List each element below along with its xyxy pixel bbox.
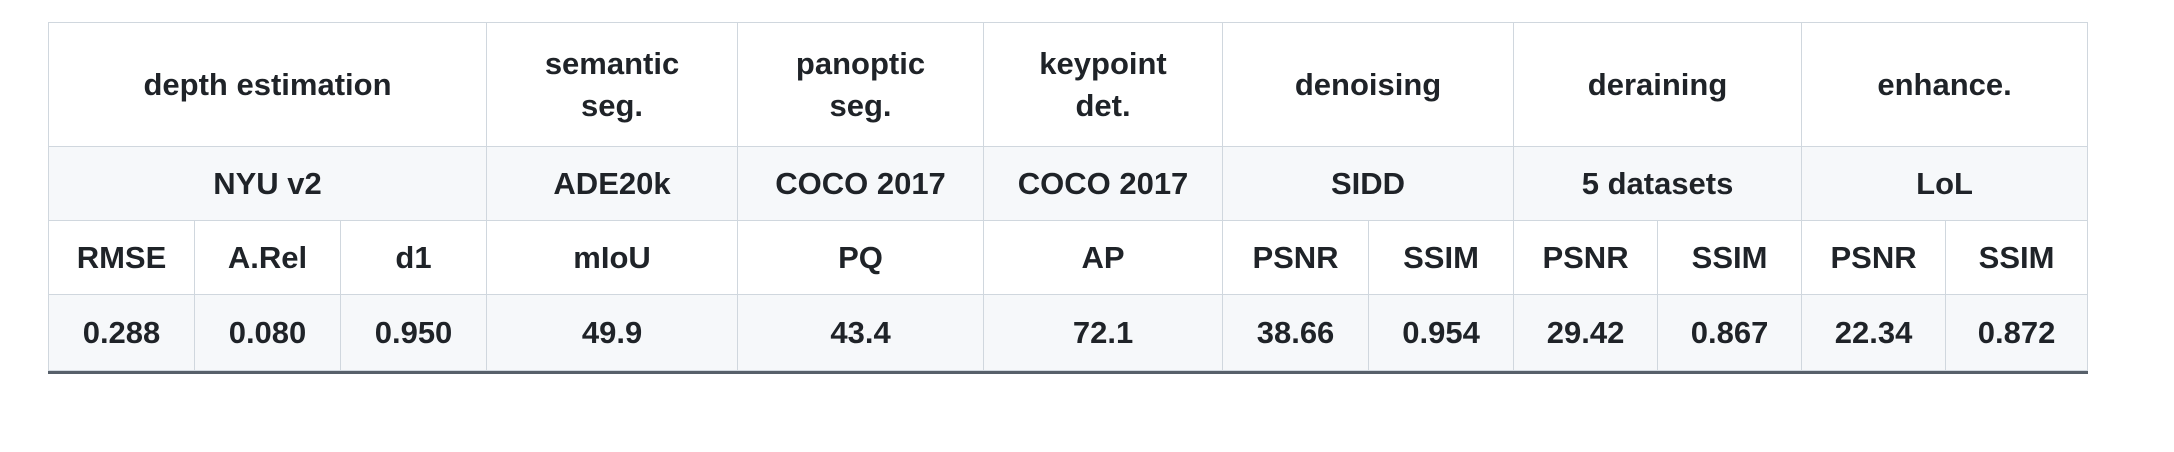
task-label: denoising <box>1294 66 1442 102</box>
value-cell: 0.950 <box>339 294 488 371</box>
value-cell: 72.1 <box>983 294 1224 371</box>
value-cell: 0.288 <box>48 294 195 371</box>
metric-cell: SSIM <box>1945 220 2089 295</box>
value-cell: 38.66 <box>1222 294 1370 371</box>
dataset-cell: LoL <box>1801 146 2089 221</box>
metric-cell: d1 <box>339 220 488 295</box>
dataset-cell: 5 datasets <box>1513 146 1803 221</box>
task-label: det. <box>1075 87 1131 123</box>
value-cell: 0.867 <box>1657 294 1803 371</box>
task-cell: deraining <box>1513 22 1803 147</box>
task-cell: depth estimation <box>47 22 488 147</box>
task-header-row: depth estimation semantic seg. panoptic … <box>47 22 2089 147</box>
metric-cell: PSNR <box>1513 220 1659 295</box>
task-label: deraining <box>1587 66 1728 102</box>
results-table-container: depth estimation semantic seg. panoptic … <box>47 22 2089 374</box>
metric-cell: PQ <box>737 220 985 295</box>
task-cell: semantic seg. <box>486 22 739 147</box>
task-label: enhance. <box>1877 66 2012 102</box>
task-label: panoptic <box>795 45 926 81</box>
task-label: seg. <box>581 87 644 123</box>
dataset-cell: COCO 2017 <box>983 146 1224 221</box>
task-cell: denoising <box>1222 22 1515 147</box>
dataset-cell: ADE20k <box>486 146 739 221</box>
metric-cell: AP <box>983 220 1224 295</box>
dataset-cell: SIDD <box>1222 146 1515 221</box>
dataset-cell: COCO 2017 <box>737 146 985 221</box>
task-label: keypoint <box>1039 45 1167 81</box>
metric-header-row: RMSE A.Rel d1 mIoU PQ AP PSNR SSIM PSNR … <box>48 220 2089 295</box>
dataset-cell: NYU v2 <box>47 146 488 221</box>
task-label: depth estimation <box>143 66 392 102</box>
metric-cell: RMSE <box>48 220 195 295</box>
metric-cell: SSIM <box>1657 220 1803 295</box>
value-cell: 49.9 <box>486 294 739 371</box>
metric-cell: A.Rel <box>194 220 341 295</box>
value-cell: 0.954 <box>1368 294 1515 371</box>
task-label: seg. <box>829 87 892 123</box>
value-cell: 0.872 <box>1945 294 2089 371</box>
task-cell: enhance. <box>1801 22 2089 147</box>
metric-cell: PSNR <box>1222 220 1370 295</box>
value-cell: 22.34 <box>1801 294 1947 371</box>
dataset-header-row: NYU v2 ADE20k COCO 2017 COCO 2017 SIDD 5… <box>47 146 2089 221</box>
metric-cell: mIoU <box>486 220 739 295</box>
value-row: 0.288 0.080 0.950 49.9 43.4 72.1 38.66 0… <box>48 294 2089 371</box>
value-cell: 29.42 <box>1513 294 1659 371</box>
task-cell: panoptic seg. <box>737 22 985 147</box>
task-label: semantic <box>544 45 680 81</box>
results-table: depth estimation semantic seg. panoptic … <box>47 22 2089 371</box>
metric-cell: PSNR <box>1801 220 1947 295</box>
value-cell: 43.4 <box>737 294 985 371</box>
metric-cell: SSIM <box>1368 220 1515 295</box>
task-cell: keypoint det. <box>983 22 1224 147</box>
value-cell: 0.080 <box>194 294 341 371</box>
